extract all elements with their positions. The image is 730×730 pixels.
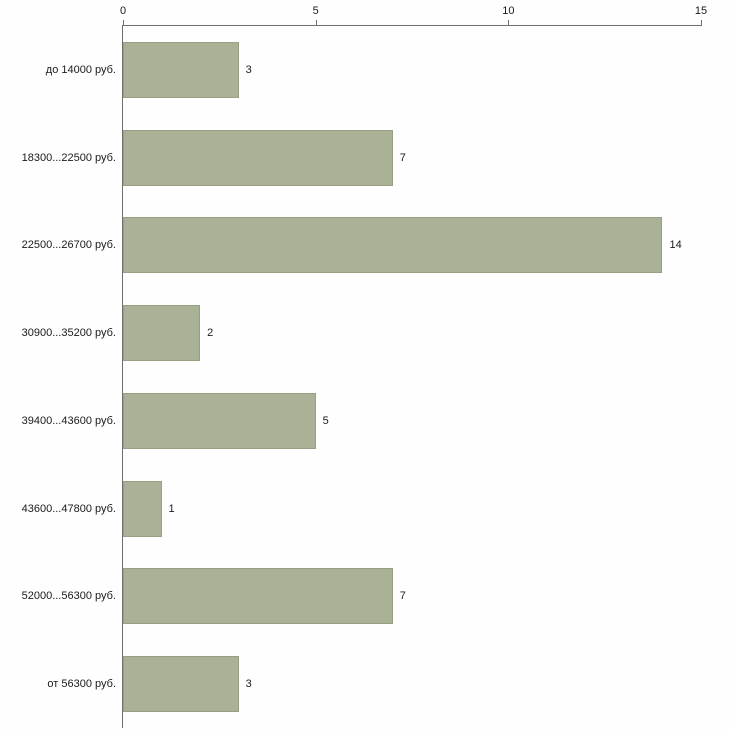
bar xyxy=(123,656,239,713)
category-label: 39400...43600 руб. xyxy=(21,414,116,427)
value-label: 14 xyxy=(669,239,682,252)
bar xyxy=(123,480,162,537)
x-axis-tick xyxy=(123,20,124,26)
x-axis-tick-label: 15 xyxy=(694,5,708,17)
category-label: от 56300 руб. xyxy=(47,678,116,691)
bar xyxy=(123,392,316,449)
chart-row: 39400...43600 руб. 5 xyxy=(22,377,701,465)
chart-row: от 56300 руб. 3 xyxy=(47,640,701,728)
chart-row: 30900...35200 руб. 2 xyxy=(22,289,701,377)
x-axis-tick xyxy=(701,20,702,26)
chart-row: 22500...26700 руб. 14 xyxy=(22,202,701,290)
category-label: 22500...26700 руб. xyxy=(21,239,116,252)
value-label: 7 xyxy=(399,590,406,603)
bar xyxy=(123,568,393,625)
value-label: 3 xyxy=(245,63,252,76)
category-label: 52000...56300 руб. xyxy=(21,590,116,603)
category-label: 43600...47800 руб. xyxy=(21,502,116,515)
value-label: 2 xyxy=(207,327,214,340)
x-axis-tick-label: 5 xyxy=(312,5,319,17)
bar xyxy=(123,217,663,274)
chart-row: 52000...56300 руб. 7 xyxy=(22,553,701,641)
bar xyxy=(123,41,239,98)
plot-area: 0 5 10 15 до 14000 руб. 3 18300...22500 руб. 7 2… xyxy=(22,5,707,728)
category-label: 18300...22500 руб. xyxy=(21,151,116,164)
x-axis-tick-label: 10 xyxy=(502,5,515,17)
x-axis-tick xyxy=(315,20,317,26)
bar xyxy=(123,305,201,362)
value-label: 1 xyxy=(168,502,175,515)
chart-row: 43600...47800 руб. 1 xyxy=(22,465,701,553)
category-label: до 14000 руб. xyxy=(45,63,116,76)
chart-row: 18300...22500 руб. 7 xyxy=(22,114,701,202)
value-label: 7 xyxy=(399,151,406,164)
value-label: 5 xyxy=(322,414,329,427)
x-axis-tick xyxy=(508,20,510,26)
category-label: 30900...35200 руб. xyxy=(21,327,116,340)
bar xyxy=(123,129,393,186)
value-label: 3 xyxy=(245,678,252,691)
chart-row: до 14000 руб. 3 xyxy=(46,26,701,114)
x-axis-tick-label: 0 xyxy=(119,5,127,17)
